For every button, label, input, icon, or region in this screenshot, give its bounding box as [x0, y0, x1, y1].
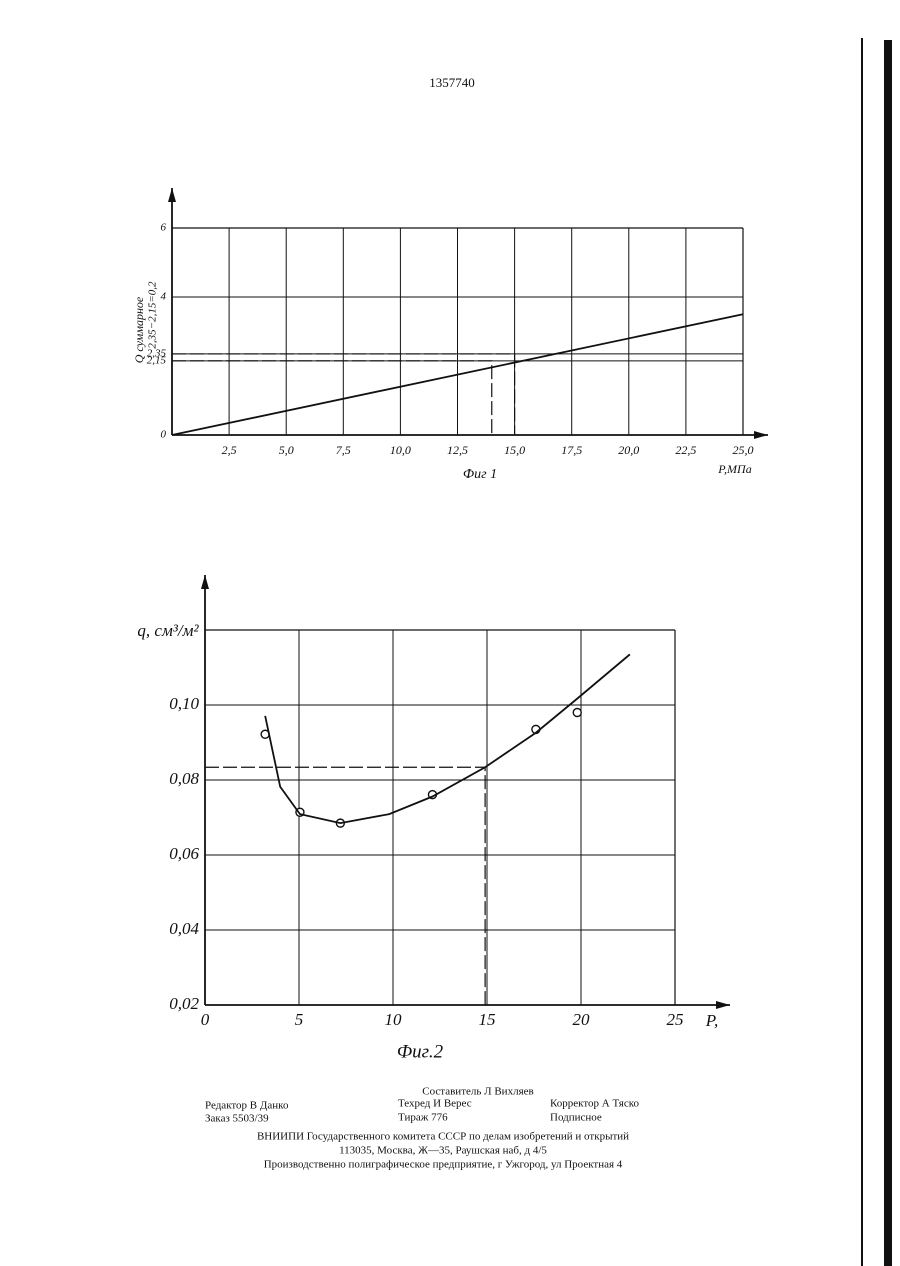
x-tick-label: 15: [479, 1010, 496, 1029]
axis-annotation: 2,35−2,15=0,2: [147, 281, 159, 349]
x-tick-label: 5,0: [279, 443, 294, 457]
footer-text: Производственно полиграфическое предприя…: [264, 1159, 623, 1171]
y-tick-label: 6: [161, 222, 167, 234]
y-tick-label: 0,08: [169, 769, 199, 788]
x-tick-label: 20: [573, 1010, 591, 1029]
figure-caption: Фиг.2: [397, 1041, 444, 1062]
footer-text: Подписное: [550, 1112, 602, 1124]
axis-arrow: [754, 431, 768, 439]
x-tick-label: 12,5: [447, 443, 468, 457]
footer-text: Заказ 5503/39: [205, 1113, 269, 1125]
y-tick-label: 0,06: [169, 844, 199, 863]
footer-text: ВНИИПИ Государственного комитета СССР по…: [257, 1131, 629, 1143]
x-axis-label: P,МПа: [717, 462, 751, 476]
page-number: 1357740: [429, 75, 475, 90]
x-tick-label: 0: [201, 1010, 210, 1029]
figure-caption: Фиг 1: [463, 467, 497, 482]
y-tick-label: 0,04: [169, 919, 199, 938]
data-point: [573, 709, 581, 717]
footer-text: Составитель Л Вихляев: [422, 1086, 533, 1098]
y-tick-label: 0,10: [169, 694, 199, 713]
x-tick-label: 7,5: [336, 443, 351, 457]
y-tick-label: 0,02: [169, 994, 199, 1013]
x-axis-label: P,: [705, 1011, 718, 1030]
x-tick-label: 5: [295, 1010, 304, 1029]
axis-arrow: [168, 188, 176, 202]
axis-arrow: [201, 575, 209, 589]
y-tick-label: 4: [161, 291, 167, 303]
x-tick-label: 15,0: [504, 443, 525, 457]
page: 1357740 Составитель Л Вихляев Редактор В…: [0, 0, 900, 1266]
axis-arrow: [716, 1001, 730, 1009]
x-tick-label: 10: [385, 1010, 403, 1029]
x-tick-label: 25: [667, 1010, 684, 1029]
y-axis-label: Q суммарное: [132, 296, 146, 363]
x-tick-label: 20,0: [618, 443, 639, 457]
x-tick-label: 25,0: [733, 443, 754, 457]
footer-text: Редактор В Данко: [205, 1100, 289, 1112]
x-tick-label: 17,5: [561, 443, 582, 457]
x-tick-label: 22,5: [675, 443, 696, 457]
x-tick-label: 10,0: [390, 443, 411, 457]
footer-text: 113035, Москва, Ж—35, Раушская наб, д 4/…: [339, 1145, 547, 1157]
guide-line: [205, 767, 485, 1005]
y-tick-label: 0: [161, 429, 167, 441]
page-edge-thick: [884, 40, 892, 1266]
footer-text: Техред И Верес: [398, 1098, 472, 1110]
y-axis-label: q, см³/м²: [137, 621, 199, 640]
footer-text: Тираж 776: [398, 1112, 448, 1124]
guide-line: [172, 361, 492, 435]
data-line: [265, 654, 630, 823]
x-tick-label: 2,5: [222, 443, 237, 457]
footer-text: Корректор А Тяско: [550, 1098, 640, 1110]
